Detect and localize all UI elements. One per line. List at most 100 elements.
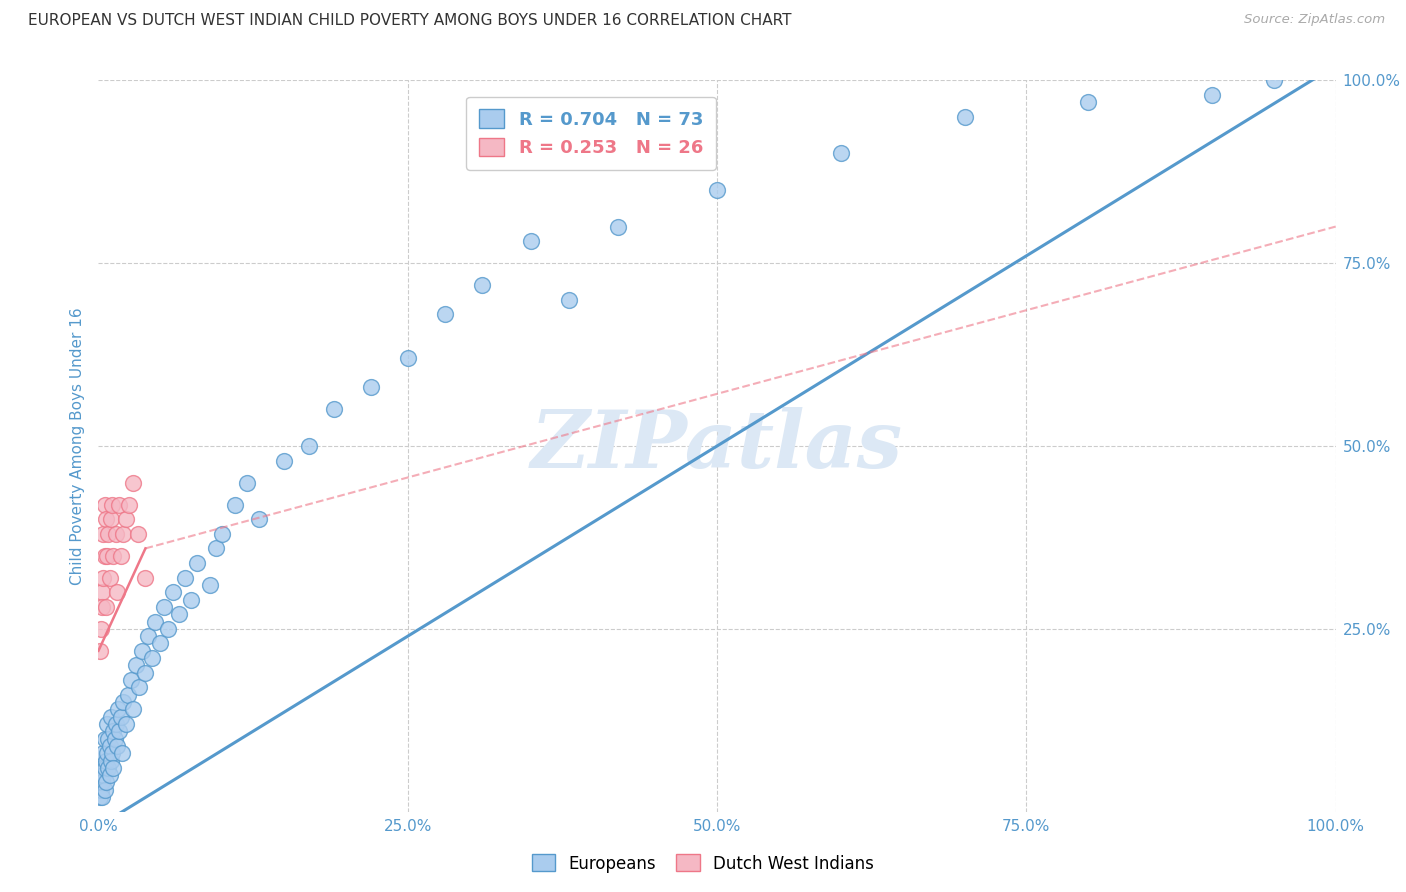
Point <box>134 571 156 585</box>
Point <box>94 599 117 614</box>
Point <box>205 541 228 556</box>
Point <box>396 351 419 366</box>
Point <box>96 549 118 563</box>
Point <box>114 717 136 731</box>
Point <box>153 599 176 614</box>
Point <box>101 498 124 512</box>
Point <box>90 622 112 636</box>
Point <box>93 549 115 563</box>
Point <box>93 746 115 760</box>
Point <box>127 526 149 541</box>
Point <box>91 599 114 614</box>
Point <box>93 571 115 585</box>
Y-axis label: Child Poverty Among Boys Under 16: Child Poverty Among Boys Under 16 <box>69 307 84 585</box>
Point <box>98 571 121 585</box>
Point <box>122 702 145 716</box>
Point <box>100 709 122 723</box>
Point <box>93 761 115 775</box>
Text: Source: ZipAtlas.com: Source: ZipAtlas.com <box>1244 13 1385 27</box>
Legend: R = 0.704   N = 73, R = 0.253   N = 26: R = 0.704 N = 73, R = 0.253 N = 26 <box>467 96 716 169</box>
Point <box>103 724 125 739</box>
Point <box>953 110 976 124</box>
Point <box>100 512 122 526</box>
Point <box>322 402 344 417</box>
Point <box>111 746 134 760</box>
Point <box>103 731 125 746</box>
Point <box>110 549 132 563</box>
Point <box>211 526 233 541</box>
Point <box>114 512 136 526</box>
Point <box>96 717 118 731</box>
Point <box>273 453 295 467</box>
Point <box>91 790 114 805</box>
Point <box>607 219 630 234</box>
Point <box>830 146 852 161</box>
Point <box>186 556 208 570</box>
Point <box>94 754 117 768</box>
Text: ZIPatlas: ZIPatlas <box>531 408 903 484</box>
Point <box>124 658 146 673</box>
Point <box>91 775 114 789</box>
Point <box>128 681 150 695</box>
Point <box>103 761 125 775</box>
Point <box>298 439 321 453</box>
Point <box>94 512 117 526</box>
Point <box>89 644 111 658</box>
Point <box>93 782 115 797</box>
Point <box>91 761 114 775</box>
Point <box>112 526 135 541</box>
Point <box>97 761 120 775</box>
Point <box>360 380 382 394</box>
Point <box>93 768 115 782</box>
Point <box>433 307 456 321</box>
Point <box>96 746 118 760</box>
Point <box>118 498 141 512</box>
Point <box>101 746 124 760</box>
Point <box>706 183 728 197</box>
Point <box>98 739 121 753</box>
Point <box>91 585 114 599</box>
Point <box>471 278 494 293</box>
Point <box>122 475 145 490</box>
Point <box>167 607 190 622</box>
Point <box>108 724 131 739</box>
Point <box>143 615 166 629</box>
Text: EUROPEAN VS DUTCH WEST INDIAN CHILD POVERTY AMONG BOYS UNDER 16 CORRELATION CHAR: EUROPEAN VS DUTCH WEST INDIAN CHILD POVE… <box>28 13 792 29</box>
Point <box>93 526 115 541</box>
Point <box>93 498 115 512</box>
Point <box>112 695 135 709</box>
Point <box>162 585 184 599</box>
Point <box>105 585 128 599</box>
Point <box>89 790 111 805</box>
Point <box>247 512 270 526</box>
Point <box>236 475 259 490</box>
Point <box>97 731 120 746</box>
Point <box>174 571 197 585</box>
Point <box>156 622 179 636</box>
Point <box>141 651 163 665</box>
Point <box>1077 95 1099 110</box>
Legend: Europeans, Dutch West Indians: Europeans, Dutch West Indians <box>526 847 880 880</box>
Point <box>1201 87 1223 102</box>
Point <box>1263 73 1285 87</box>
Point <box>198 578 221 592</box>
Point <box>180 592 202 607</box>
Point <box>110 709 132 723</box>
Point <box>149 636 172 650</box>
Point <box>104 526 127 541</box>
Point <box>557 293 579 307</box>
Point <box>90 768 112 782</box>
Point <box>134 665 156 680</box>
Point <box>103 549 125 563</box>
Point <box>97 526 120 541</box>
Point <box>100 754 122 768</box>
Point <box>107 702 129 716</box>
Point <box>120 673 142 687</box>
Point <box>104 717 127 731</box>
Point <box>108 498 131 512</box>
Point <box>224 498 246 512</box>
Point <box>93 731 115 746</box>
Point <box>98 768 121 782</box>
Point <box>136 629 159 643</box>
Point <box>117 688 139 702</box>
